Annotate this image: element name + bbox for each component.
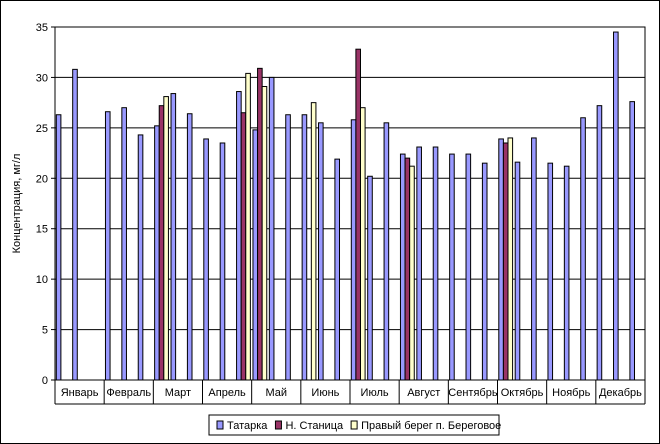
y-tick-label-35: 35 xyxy=(36,22,48,34)
bar-s0-m2-k0 xyxy=(154,125,160,381)
bar-s1-m2-k0 xyxy=(158,105,165,381)
bar-s2-m6-k0 xyxy=(359,107,366,381)
y-tick-label-30: 30 xyxy=(36,72,48,84)
bar-s2-m3-k2 xyxy=(245,72,251,381)
bar-s0-m6-k1 xyxy=(367,175,373,381)
category-label-5: Июнь xyxy=(311,387,339,399)
bar-s0-m6-k2 xyxy=(383,122,390,381)
bar-s0-m5-k1 xyxy=(318,122,324,381)
y-tick-label-15: 15 xyxy=(36,224,48,236)
category-label-11: Декабрь xyxy=(599,387,642,399)
bar-s0-m4-k1 xyxy=(268,76,275,381)
y-tick-label-20: 20 xyxy=(36,173,48,185)
bar-s0-m10-k0 xyxy=(547,162,554,381)
bar-s2-m5-k0 xyxy=(310,102,317,381)
bar-s0-m9-k2 xyxy=(531,137,537,381)
bar-s0-m6-k0 xyxy=(350,119,357,381)
bar-s0-m9-k0 xyxy=(498,138,504,381)
bar-s0-m11-k0 xyxy=(596,105,603,381)
bar-s0-m7-k1 xyxy=(416,146,422,381)
plot-area xyxy=(55,27,645,380)
bar-s2-m2-k0 xyxy=(163,96,169,381)
bar-s0-m7-k2 xyxy=(432,146,439,381)
category-label-9: Октябрь xyxy=(501,387,544,399)
bar-s0-m4-k0 xyxy=(252,129,259,381)
bar-s0-m11-k1 xyxy=(613,31,619,381)
legend-swatch-0 xyxy=(216,420,224,430)
y-tick-label-5: 5 xyxy=(42,325,48,337)
y-tick-label-10: 10 xyxy=(36,274,48,286)
bar-s0-m10-k1 xyxy=(563,165,570,381)
bar-s1-m4-k0 xyxy=(257,67,263,381)
y-tick-label-25: 25 xyxy=(36,123,48,135)
bar-s0-m8-k1 xyxy=(465,153,472,381)
legend-label-0: Татарка xyxy=(227,420,268,432)
y-tick-label-0: 0 xyxy=(42,375,48,387)
bar-s2-m9-k0 xyxy=(507,137,514,381)
bar-s0-m11-k2 xyxy=(629,101,636,381)
category-label-7: Август xyxy=(407,387,440,399)
bar-s0-m5-k2 xyxy=(334,158,341,381)
bar-s0-m2-k2 xyxy=(186,113,193,381)
category-label-8: Сентябрь xyxy=(448,387,498,399)
bar-s0-m0-k0 xyxy=(55,114,62,381)
bar-s0-m5-k0 xyxy=(301,114,308,381)
bar-s0-m3-k2 xyxy=(236,91,242,381)
bar-s1-m9-k0 xyxy=(502,142,509,381)
legend-label-1: Н. Станица xyxy=(285,420,344,432)
bar-s0-m4-k2 xyxy=(285,114,291,381)
category-label-0: Январь xyxy=(61,387,99,399)
bar-s0-m1-k1 xyxy=(121,107,127,381)
bar-s0-m9-k1 xyxy=(514,161,521,381)
category-label-6: Июль xyxy=(361,387,389,399)
legend-swatch-1 xyxy=(274,420,282,430)
bar-s0-m0-k1 xyxy=(72,68,78,381)
bar-s0-m2-k1 xyxy=(170,93,177,381)
bar-s0-m7-k0 xyxy=(399,153,406,381)
category-label-10: Ноябрь xyxy=(552,387,590,399)
category-label-2: Март xyxy=(165,387,191,399)
bar-s0-m1-k0 xyxy=(104,111,111,381)
bar-s0-m3-k1 xyxy=(219,142,226,381)
bar-s2-m4-k0 xyxy=(261,86,268,381)
bar-s0-m8-k0 xyxy=(449,153,455,381)
bar-s1-m6-k0 xyxy=(355,48,361,381)
category-label-4: Май xyxy=(265,387,287,399)
legend-swatch-2 xyxy=(350,420,358,430)
legend-label-2: Правый берег п. Береговое xyxy=(361,420,501,432)
bar-s0-m3-k0 xyxy=(203,138,209,381)
bar-s1-m7-k0 xyxy=(404,157,411,381)
bar-s1-m3-k2 xyxy=(240,112,247,381)
category-label-1: Февраль xyxy=(106,387,151,399)
category-label-3: Апрель xyxy=(208,387,246,399)
bar-s2-m7-k0 xyxy=(409,165,415,381)
y-axis-label: Концентрация, мг/л xyxy=(11,154,23,254)
bar-s0-m10-k2 xyxy=(580,117,586,381)
bar-s0-m8-k2 xyxy=(481,162,488,381)
bar-s0-m1-k2 xyxy=(137,134,144,381)
